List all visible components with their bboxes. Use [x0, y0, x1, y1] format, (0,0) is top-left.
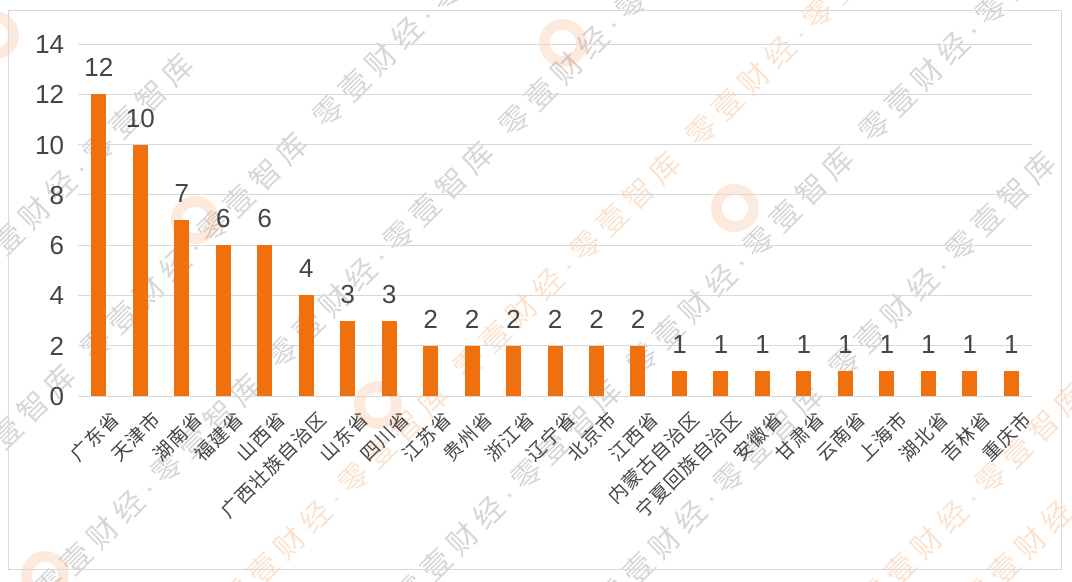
bar-吉林省 [962, 370, 978, 396]
bar-山西省 [257, 245, 273, 396]
data-label: 2 [547, 303, 563, 334]
bar-云南省 [837, 370, 853, 396]
bar-北京市 [588, 345, 604, 396]
gridline [78, 244, 1032, 246]
brand-logo-watermark-icon [354, 381, 402, 429]
data-label: 6 [257, 203, 272, 234]
data-label: 2 [630, 303, 646, 334]
bar-广东省 [91, 94, 107, 396]
bar-安徽省 [754, 370, 770, 396]
data-label: 2 [423, 303, 438, 334]
bar-四川省 [381, 320, 397, 396]
x-axis-line [78, 395, 1032, 397]
bar-湖南省 [174, 220, 190, 396]
bar-内蒙古自治区 [671, 370, 687, 396]
gridline [78, 43, 1032, 45]
gridline [78, 194, 1032, 196]
bar-江苏省 [423, 345, 439, 396]
data-label: 1 [838, 328, 853, 359]
data-label: 2 [464, 303, 480, 334]
bar-湖北省 [920, 370, 936, 396]
data-label: 1 [879, 328, 895, 359]
bar-天津市 [132, 144, 148, 396]
brand-logo-watermark-icon [0, 11, 19, 59]
data-label: 1 [796, 328, 812, 359]
data-label: 4 [298, 253, 314, 284]
bar-甘肃省 [796, 370, 812, 396]
data-label: 3 [381, 278, 397, 309]
brand-logo-watermark-icon [21, 551, 69, 582]
y-axis-tick-label: 4 [49, 280, 64, 311]
bar-上海市 [879, 370, 895, 396]
data-label: 12 [84, 52, 114, 83]
data-label: 1 [962, 328, 978, 359]
gridline [78, 294, 1032, 296]
data-label: 2 [589, 303, 604, 334]
y-axis-tick-label: 6 [49, 230, 64, 261]
y-axis-tick-label: 12 [35, 79, 64, 110]
data-label: 2 [506, 303, 521, 334]
gridline [78, 144, 1032, 146]
data-label: 1 [1004, 328, 1019, 359]
data-label: 1 [713, 328, 729, 359]
data-label: 10 [125, 102, 155, 133]
data-label: 1 [755, 328, 770, 359]
bar-浙江省 [506, 345, 522, 396]
bar-广西壮族自治区 [298, 295, 314, 396]
gridline [78, 93, 1032, 95]
bar-福建省 [215, 245, 231, 396]
data-label: 1 [672, 328, 687, 359]
brand-logo-watermark-icon [539, 19, 587, 67]
y-axis-tick-label: 2 [49, 330, 64, 361]
y-axis-tick-label: 14 [35, 29, 64, 59]
brand-logo-watermark-icon [711, 184, 759, 232]
bar-辽宁省 [547, 345, 563, 396]
bar-重庆市 [1003, 370, 1019, 396]
chart-panel-border [8, 10, 1062, 570]
bar-江西省 [630, 345, 646, 396]
data-label: 1 [921, 328, 936, 359]
data-label: 3 [340, 278, 355, 309]
data-label: 6 [215, 203, 231, 234]
bar-宁夏回族自治区 [713, 370, 729, 396]
y-axis-tick-label: 8 [49, 179, 64, 210]
bar-山东省 [340, 320, 356, 396]
data-label: 7 [174, 178, 189, 208]
bar-贵州省 [464, 345, 480, 396]
y-axis-tick-label: 0 [49, 381, 64, 411]
y-axis-tick-label: 10 [35, 129, 64, 160]
